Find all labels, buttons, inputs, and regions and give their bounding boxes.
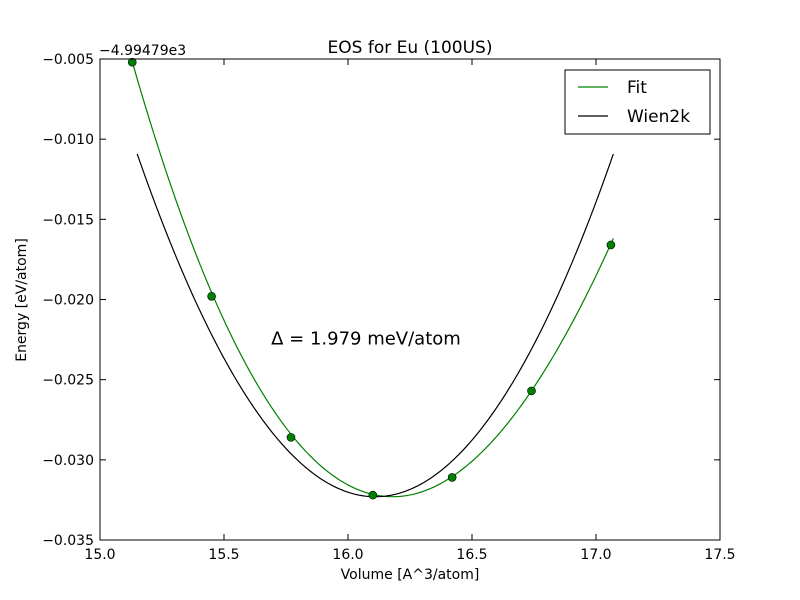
data-point: [527, 386, 536, 396]
x-axis-label: Volume [A^3/atom]: [341, 567, 480, 583]
legend: Fit Wien2k: [564, 69, 711, 135]
data-point: [368, 490, 378, 500]
plot-area: [127, 57, 616, 500]
data-point: [447, 473, 457, 482]
delta-annotation: Δ = 1.979 meV/atom: [271, 328, 461, 349]
series-line-wien2k: [136, 153, 614, 498]
x-tick-label: 15.0: [84, 547, 115, 563]
plot-frame: [99, 58, 721, 541]
legend-label-fit: Fit: [627, 78, 647, 98]
x-tick-label: 17.5: [704, 547, 735, 563]
x-tick-label: 16.0: [332, 547, 363, 563]
y-tick-label: −0.010: [42, 132, 94, 148]
y-offset-label: −4.99479e3: [99, 43, 186, 59]
data-point: [606, 240, 616, 250]
legend-label-wien2k: Wien2k: [627, 107, 690, 127]
x-tick-label: 15.5: [208, 547, 239, 563]
data-point: [207, 291, 216, 301]
y-axis-label: Energy [eV/atom]: [14, 238, 30, 362]
data-point: [127, 57, 137, 67]
y-axis-ticks: −0.035 −0.030 −0.025 −0.020 −0.015 −0.010 −0.0…: [42, 52, 720, 549]
y-tick-label: −0.025: [42, 373, 94, 389]
y-tick-label: −0.005: [42, 52, 94, 68]
data-point: [286, 433, 296, 442]
legend-frame: [564, 69, 711, 135]
x-tick-label: 16.5: [456, 547, 487, 563]
series-line-fit: [131, 61, 614, 498]
x-axis-ticks: 15.0 15.5 16.0 16.5 17.0 17.5: [84, 59, 736, 563]
y-tick-label: −0.020: [42, 293, 94, 309]
y-tick-label: −0.030: [42, 453, 94, 469]
y-tick-label: −0.035: [42, 533, 94, 549]
chart-title: EOS for Eu (100US): [328, 38, 493, 58]
y-tick-label: −0.015: [42, 212, 94, 228]
x-tick-label: 17.0: [580, 547, 611, 563]
